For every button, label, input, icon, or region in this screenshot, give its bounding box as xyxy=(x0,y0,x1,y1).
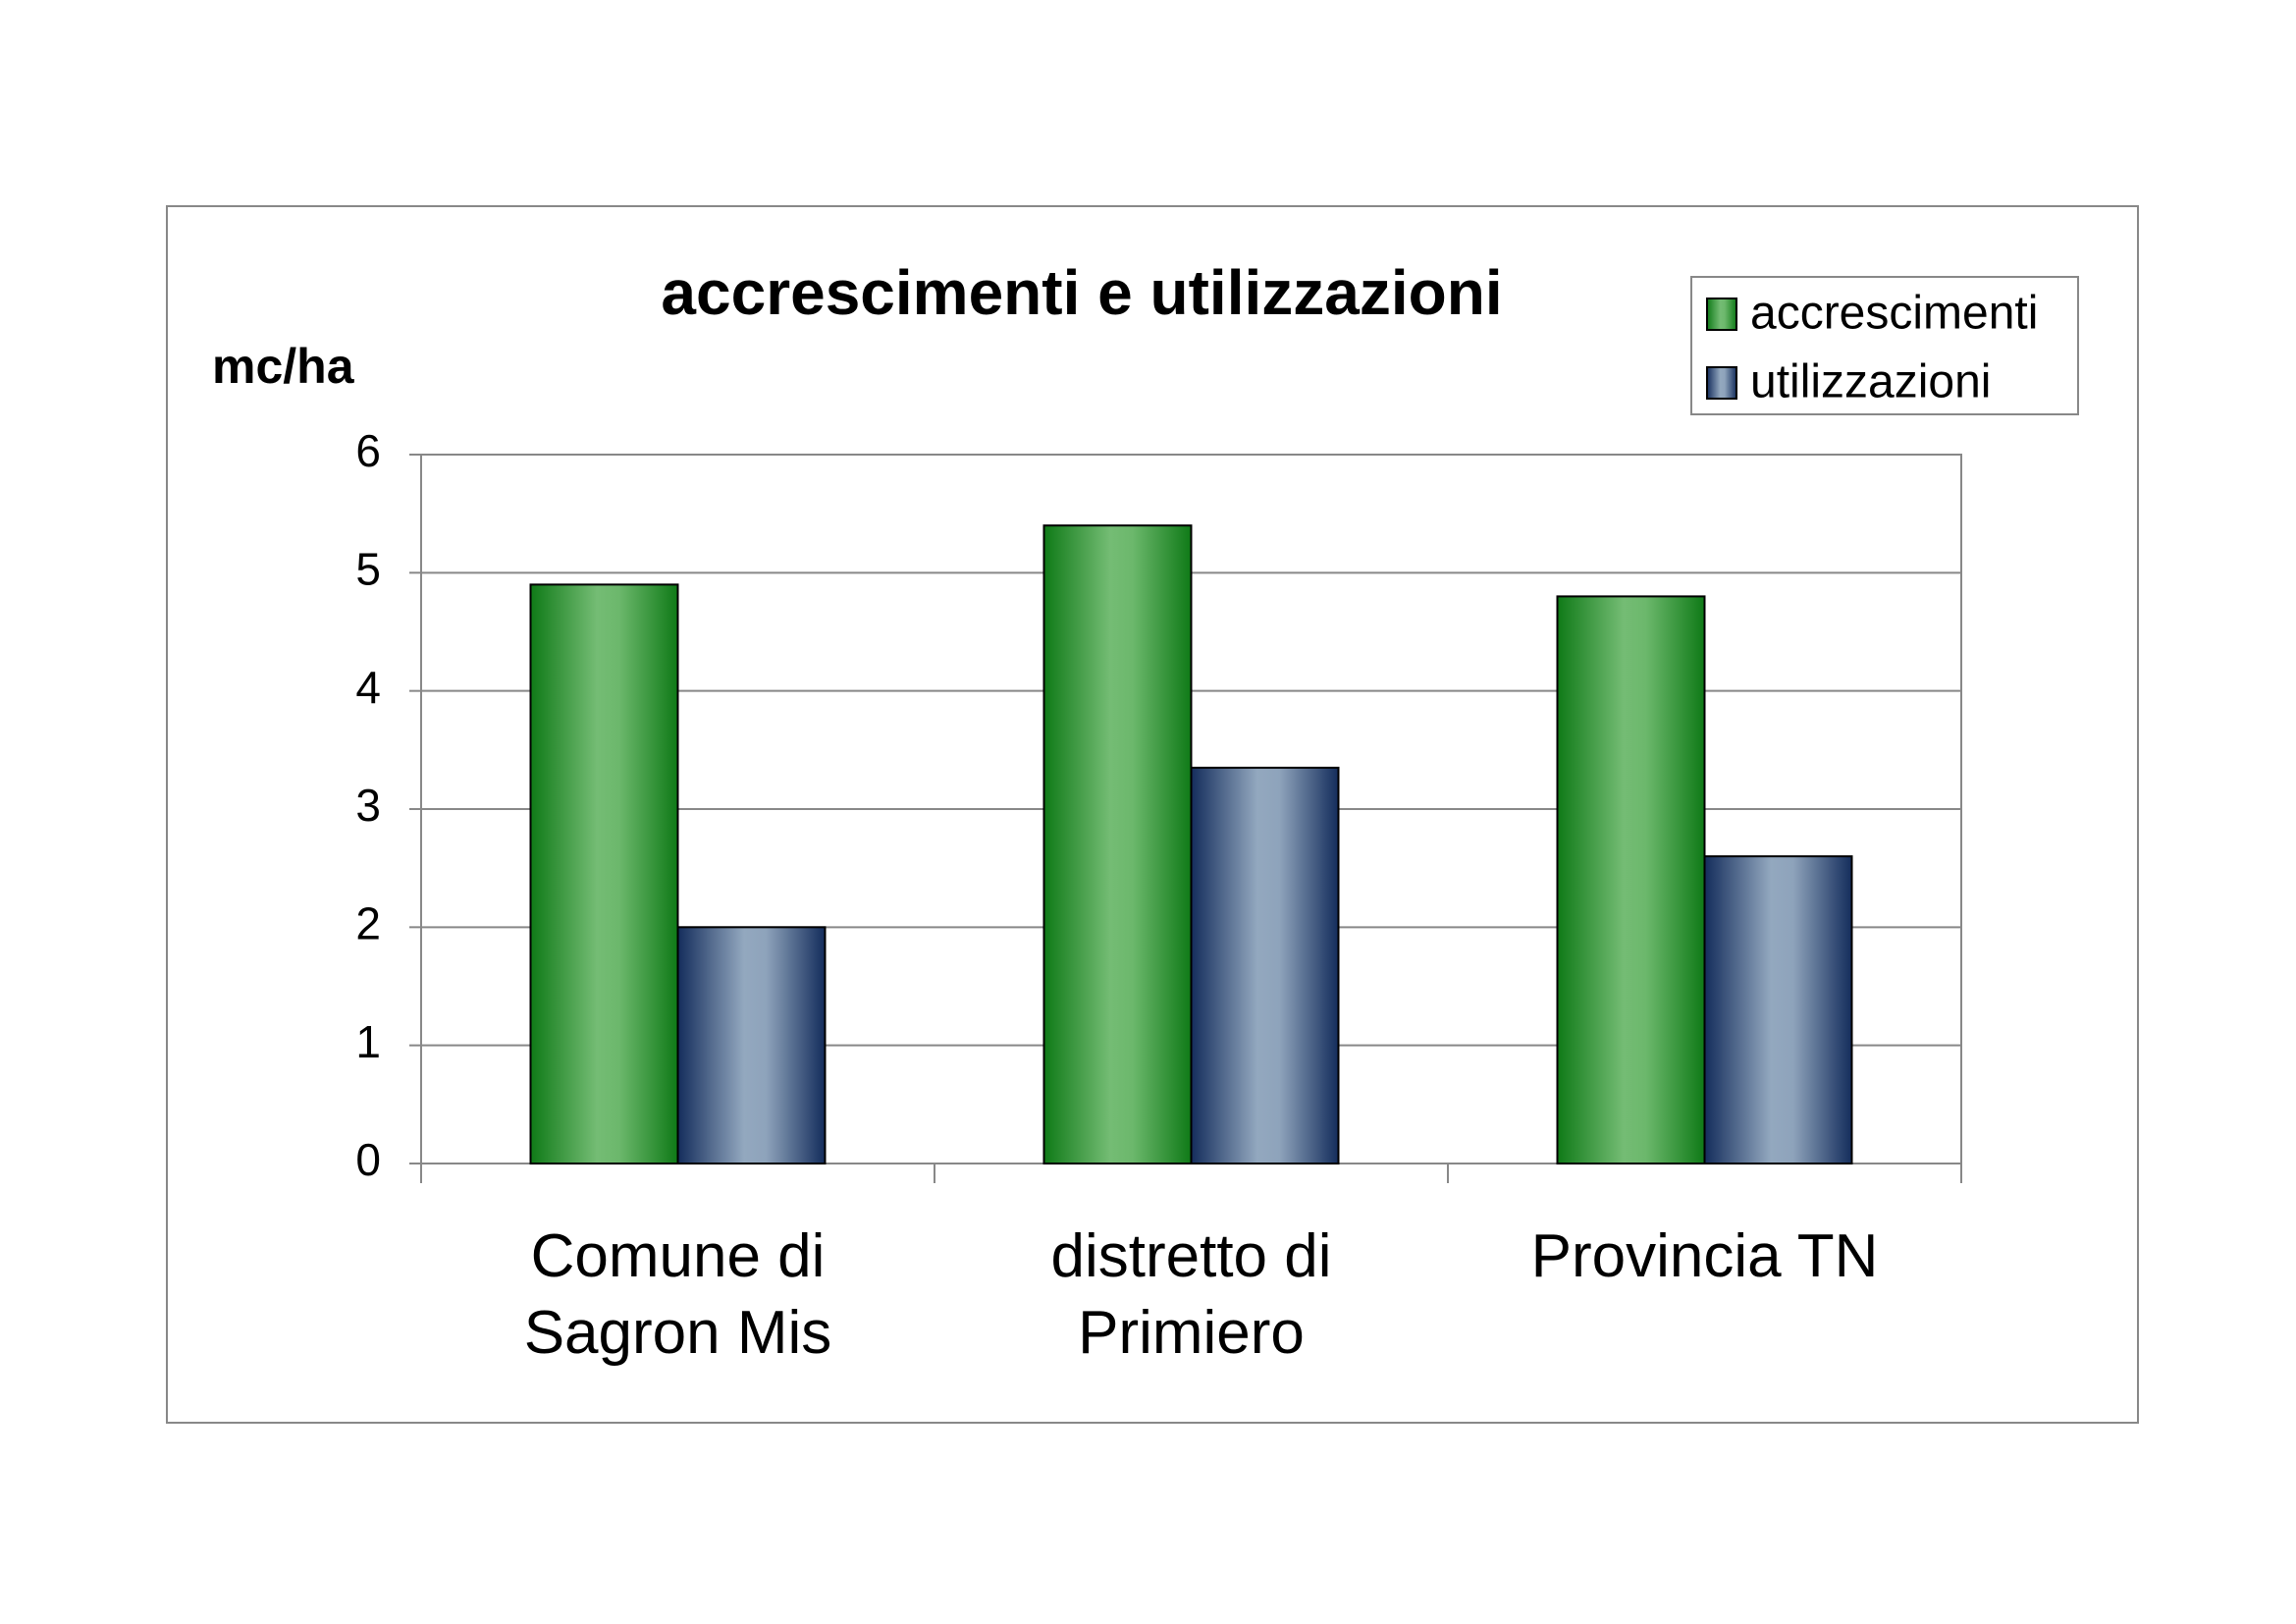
y-tick-label: 1 xyxy=(355,1016,381,1067)
bar xyxy=(1042,524,1193,1164)
y-tick-label: 2 xyxy=(355,897,381,948)
y-tick-label: 3 xyxy=(355,780,381,831)
legend-label: accrescimenti xyxy=(1750,288,2038,340)
y-tick-label: 4 xyxy=(355,662,381,713)
legend-swatch xyxy=(1706,298,1737,331)
bar xyxy=(1703,855,1853,1165)
x-tick-label: Provincia TN xyxy=(1530,1222,1879,1290)
x-tick-label: distretto di Primiero xyxy=(1050,1222,1332,1367)
legend-swatch xyxy=(1706,366,1737,400)
y-tick-label: 6 xyxy=(355,425,381,476)
legend-box xyxy=(1690,276,2079,415)
bar xyxy=(1190,766,1340,1165)
chart-title: accrescimenti e utilizzazioni xyxy=(661,257,1502,328)
bar xyxy=(1556,595,1706,1164)
y-tick-label: 0 xyxy=(355,1134,381,1185)
y-axis-label: mc/ha xyxy=(212,339,355,394)
y-tick-label: 5 xyxy=(355,543,381,594)
bar xyxy=(676,926,827,1164)
bar xyxy=(529,583,679,1164)
x-tick-label: Comune di Sagron Mis xyxy=(523,1222,832,1367)
legend-label: utilizzazioni xyxy=(1750,356,1991,408)
